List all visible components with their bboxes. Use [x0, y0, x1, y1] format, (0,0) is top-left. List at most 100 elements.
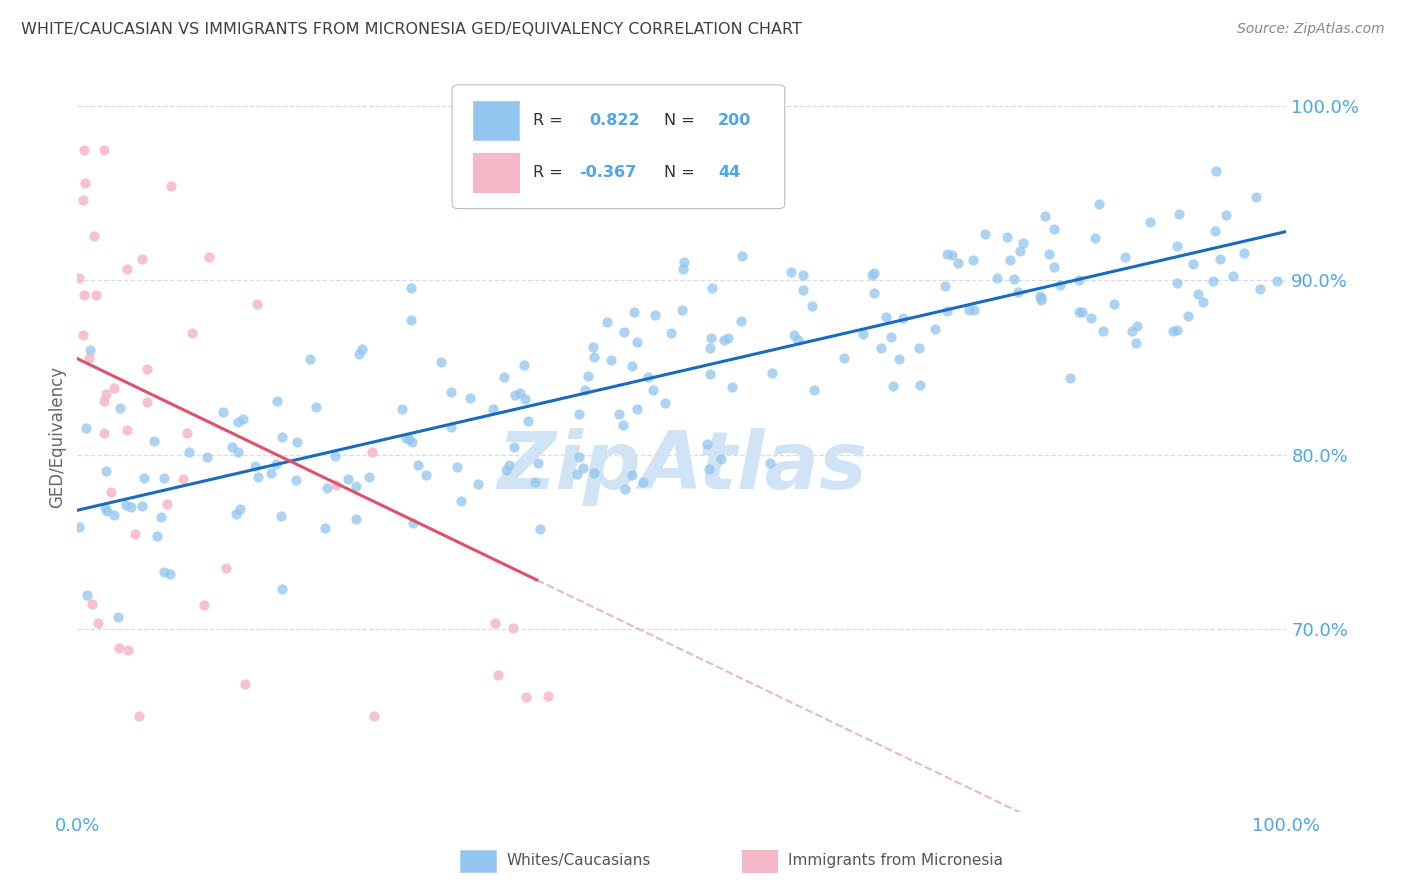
- Point: [1163, 324, 1185, 338]
- Point: [637, 370, 659, 384]
- Point: [450, 494, 472, 508]
- Point: [654, 396, 676, 410]
- Point: [891, 310, 914, 325]
- Point: [908, 341, 931, 355]
- Point: [193, 598, 215, 612]
- Point: [467, 476, 489, 491]
- Point: [946, 255, 969, 269]
- Point: [124, 526, 146, 541]
- Point: [153, 566, 176, 580]
- Point: [1139, 215, 1161, 229]
- Point: [305, 400, 328, 414]
- Point: [128, 709, 150, 723]
- Point: [1215, 208, 1237, 222]
- Text: N =: N =: [664, 112, 695, 128]
- Point: [572, 460, 595, 475]
- Point: [1012, 235, 1035, 250]
- Point: [225, 508, 247, 522]
- Point: [82, 597, 104, 611]
- Point: [131, 252, 153, 266]
- Point: [1209, 252, 1232, 267]
- Point: [620, 359, 643, 373]
- Point: [502, 621, 524, 635]
- Point: [973, 227, 995, 242]
- Point: [245, 458, 267, 473]
- Point: [644, 308, 666, 322]
- Point: [446, 460, 468, 475]
- Point: [143, 434, 166, 449]
- Point: [77, 351, 100, 365]
- Point: [792, 283, 814, 297]
- Text: R =: R =: [533, 165, 562, 180]
- Point: [75, 421, 97, 435]
- Point: [270, 508, 292, 523]
- Point: [1067, 304, 1090, 318]
- Point: [1166, 323, 1188, 337]
- Point: [696, 437, 718, 451]
- Point: [941, 248, 963, 262]
- Point: [440, 384, 463, 399]
- Point: [700, 280, 723, 294]
- Point: [177, 445, 200, 459]
- Point: [73, 176, 96, 190]
- Point: [502, 441, 524, 455]
- Point: [103, 508, 125, 522]
- Point: [568, 450, 591, 464]
- Point: [710, 451, 733, 466]
- Point: [887, 352, 910, 367]
- Point: [399, 313, 422, 327]
- Point: [401, 281, 423, 295]
- Point: [150, 509, 173, 524]
- Point: [270, 430, 292, 444]
- Point: [440, 420, 463, 434]
- Point: [495, 463, 517, 477]
- Point: [761, 367, 783, 381]
- Point: [503, 388, 526, 402]
- Point: [582, 340, 605, 354]
- Point: [180, 326, 202, 340]
- Point: [1125, 336, 1147, 351]
- Point: [107, 640, 129, 655]
- Point: [1029, 291, 1052, 305]
- Point: [233, 676, 256, 690]
- Point: [79, 343, 101, 358]
- Point: [285, 435, 308, 450]
- Point: [1187, 286, 1209, 301]
- Point: [73, 143, 96, 157]
- Point: [863, 266, 886, 280]
- Point: [481, 402, 503, 417]
- Point: [94, 386, 117, 401]
- Point: [284, 473, 307, 487]
- Point: [986, 270, 1008, 285]
- Point: [875, 310, 897, 325]
- Bar: [472, 101, 519, 140]
- Point: [87, 615, 110, 630]
- Point: [936, 304, 959, 318]
- Point: [673, 254, 696, 268]
- Point: [1114, 250, 1136, 264]
- Point: [613, 482, 636, 496]
- Text: 0.822: 0.822: [589, 112, 640, 128]
- Point: [612, 417, 634, 432]
- Text: 44: 44: [718, 165, 741, 180]
- Point: [583, 350, 606, 364]
- Point: [72, 327, 94, 342]
- Point: [527, 456, 550, 470]
- Point: [67, 271, 90, 285]
- Text: Immigrants from Micronesia: Immigrants from Micronesia: [787, 854, 1002, 868]
- Point: [359, 469, 381, 483]
- Text: Whites/Caucasians: Whites/Caucasians: [508, 854, 651, 868]
- Point: [406, 458, 429, 472]
- Point: [1202, 274, 1225, 288]
- Point: [117, 643, 139, 657]
- Point: [159, 178, 181, 193]
- Point: [568, 407, 591, 421]
- Point: [344, 479, 367, 493]
- Point: [1029, 288, 1052, 302]
- Point: [1126, 319, 1149, 334]
- Point: [731, 249, 754, 263]
- Point: [1177, 309, 1199, 323]
- Point: [860, 268, 883, 283]
- Point: [325, 478, 347, 492]
- Point: [626, 402, 648, 417]
